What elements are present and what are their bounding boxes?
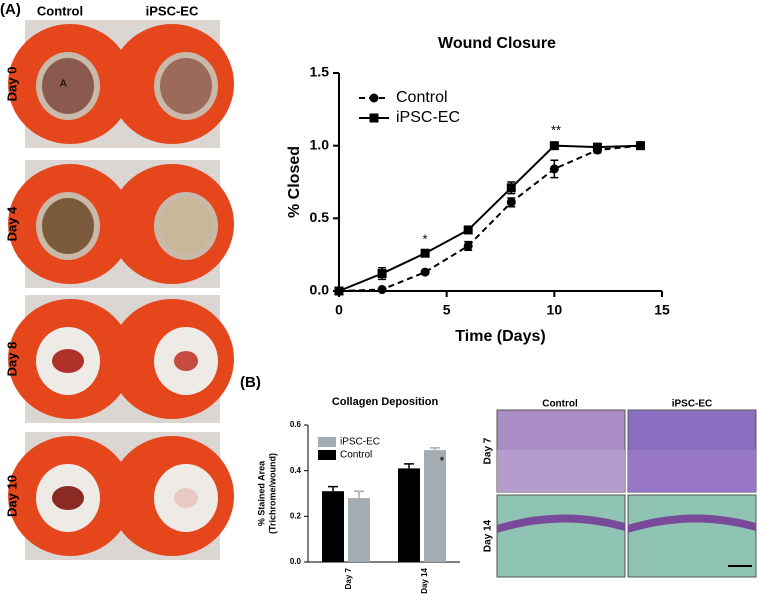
column-label: iPSC-EC [146,3,199,18]
chart-title: Wound Closure [438,35,556,52]
y-axis-label: (Trichrome/wound) [267,453,277,534]
column-label: iPSC-EC [672,399,713,410]
row-label: Day 4 [4,206,19,241]
marker [592,142,602,152]
x-tick-label: 0 [335,302,343,318]
marker [334,286,344,296]
legend-swatch [318,437,336,447]
error-bar [354,490,364,499]
legend-label: Control [396,89,448,106]
marker [506,183,516,193]
marker [506,197,516,207]
bar [348,498,370,562]
bar [398,468,420,562]
y-tick-label: 0.5 [310,209,330,225]
row-label: Day 14 [483,519,494,552]
marker [420,248,430,258]
row-label: Day 8 [4,342,19,377]
legend-marker [369,113,379,123]
marker [549,141,559,151]
row-label: Day 0 [4,67,19,102]
marker [463,225,473,235]
column-label: Control [37,3,83,18]
x-tick-label: 15 [654,302,670,318]
marker [377,269,387,279]
marker [549,164,559,174]
y-axis-label: % Stained Area [256,460,266,526]
wound [174,351,198,371]
histology-image [496,494,626,578]
histology-layer [628,450,756,492]
photo-mark: A [60,79,67,90]
chart-title: Collagen Deposition [332,396,439,408]
bar [322,491,344,562]
x-tick-label: Day 14 [420,567,429,593]
series-line [338,144,641,292]
annotation: ** [551,122,561,137]
error-bar [430,447,440,451]
x-tick-label: 10 [547,302,563,318]
panel-label: (A) [0,1,21,18]
marker [377,285,387,295]
row-label: Day 10 [4,475,19,517]
annotation: * [440,454,445,468]
wound [160,58,212,114]
error-bar [404,463,414,469]
y-tick-label: 0.0 [290,557,302,566]
wound [174,488,198,508]
y-tick-label: 0.2 [290,511,302,520]
wound [160,198,212,254]
histology-layer [497,514,625,533]
column-label: Control [542,399,578,410]
y-tick-label: 1.5 [310,64,330,80]
wound [42,58,94,114]
legend-label: Control [340,450,372,461]
marker [420,267,430,277]
x-axis-label: Time (Days) [455,328,545,345]
legend-swatch [318,450,336,460]
y-tick-label: 0.0 [310,282,330,298]
series-line [338,144,641,292]
marker [635,141,645,151]
histology-layer [628,514,756,533]
legend-marker [369,93,379,103]
legend-label: iPSC-EC [396,109,460,126]
y-tick-label: 1.0 [310,136,330,152]
marker [463,241,473,251]
x-tick-label: Day 7 [344,567,353,589]
row-label: Day 7 [483,437,494,464]
x-tick-label: 5 [443,302,451,318]
wound [52,349,84,373]
wound [52,486,84,510]
histology-layer [497,450,625,492]
y-tick-label: 0.4 [290,466,302,475]
panel-label: (B) [240,374,261,391]
wound [42,198,94,254]
histology-image [627,494,757,578]
error-bar [328,485,338,492]
bar [424,450,446,562]
legend-label: iPSC-EC [340,437,380,448]
y-tick-label: 0.6 [290,420,302,429]
y-axis-label: % Closed [286,146,303,218]
annotation: * [422,231,427,246]
